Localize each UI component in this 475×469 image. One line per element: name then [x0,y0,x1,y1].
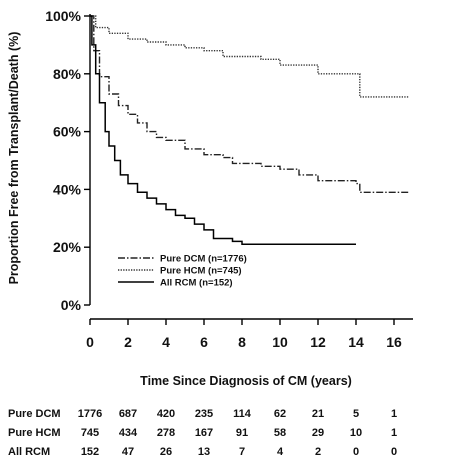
risk-cell: 0 [353,446,359,458]
x-tick-label: 10 [272,334,288,350]
y-tick-label: 60% [53,124,82,140]
legend: Pure DCM (n=1776)Pure HCM (n=745)All RCM… [118,254,247,289]
risk-cell: 434 [119,427,138,439]
y-tick-label: 40% [53,181,82,197]
x-tick-label: 8 [238,334,246,350]
legend-label-0: Pure DCM (n=1776) [160,254,247,265]
risk-cell: 1 [391,408,397,420]
risk-row-label: All RCM [8,446,50,458]
y-axis-title: Proportion Free from Transplant/Death (%… [7,32,21,285]
risk-cell: 152 [81,446,99,458]
risk-cell: 5 [353,408,359,420]
y-axis: 0% 20% 40% 60% 80% 100% [45,8,91,313]
risk-cell: 2 [315,446,321,458]
risk-cell: 62 [274,408,286,420]
risk-cell: 167 [195,427,213,439]
x-tick-label: 4 [162,334,170,350]
risk-cell: 745 [81,427,99,439]
risk-cell: 47 [122,446,134,458]
x-axis-title: Time Since Diagnosis of CM (years) [140,374,352,388]
risk-cell: 420 [157,408,175,420]
risk-cell: 7 [239,446,245,458]
series-layer [90,15,410,246]
risk-cell: 1 [391,427,397,439]
risk-cell: 687 [119,408,137,420]
legend-label-1: Pure HCM (n=745) [160,266,242,277]
risk-cell: 13 [198,446,210,458]
x-tick-label: 6 [200,334,208,350]
risk-cell: 0 [391,446,397,458]
risk-cell: 58 [274,427,286,439]
risk-cell: 91 [236,427,248,439]
x-tick-label: 12 [310,334,326,350]
y-tick-label: 0% [61,297,82,313]
series-line-1 [90,15,410,98]
risk-cell: 21 [312,408,324,420]
y-tick-label: 100% [45,8,81,24]
risk-cell: 235 [195,408,213,420]
y-tick-label: 80% [53,66,82,82]
series-line-2 [90,15,356,246]
series-line-0 [90,15,410,193]
x-tick-label: 14 [348,334,364,350]
risk-cell: 29 [312,427,324,439]
x-tick-label: 16 [386,334,402,350]
x-axis: 0 2 4 6 8 10 12 14 16 [86,318,413,350]
risk-cell: 4 [277,446,284,458]
risk-row-label: Pure HCM [8,427,61,439]
legend-label-2: All RCM (n=152) [160,278,233,289]
x-tick-label: 0 [86,334,94,350]
risk-cell: 26 [160,446,172,458]
risk-cell: 1776 [78,408,102,420]
y-axis-title-group: Proportion Free from Transplant/Death (%… [7,32,21,285]
x-tick-label: 2 [124,334,132,350]
risk-row-label: Pure DCM [8,408,61,420]
risk-cell: 278 [157,427,175,439]
risk-cell: 10 [350,427,362,439]
risk-cell: 114 [233,408,252,420]
y-tick-label: 20% [53,239,82,255]
